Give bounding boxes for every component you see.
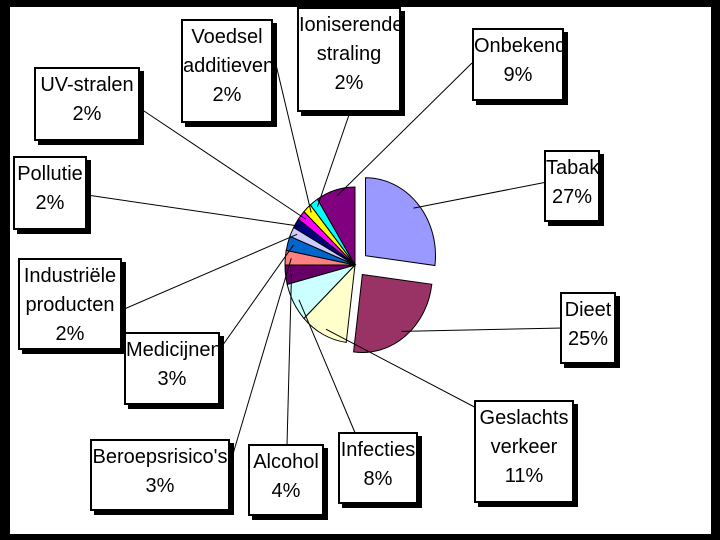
- leader-line: [229, 258, 292, 465]
- leader-line: [401, 327, 564, 332]
- data-label-alcohol: Alcohol 4%: [248, 444, 324, 516]
- data-label-medicijnen: Medicijnen 3%: [124, 332, 222, 405]
- leader-line: [298, 299, 357, 436]
- data-label-line: straling: [316, 43, 382, 65]
- leader-line: [86, 194, 302, 227]
- data-label-industri-le-producten: Industriële producten 2%: [18, 258, 122, 350]
- leader-line: [219, 244, 294, 350]
- data-label-line: Onbekend: [474, 35, 567, 57]
- data-label-line: 2%: [334, 72, 364, 94]
- data-label-line: Alcohol: [253, 451, 319, 473]
- leader-line: [316, 111, 351, 207]
- data-label-line: Beroepsrisico's: [92, 446, 228, 468]
- data-label-infecties: Infecties 8%: [338, 432, 418, 504]
- data-label-line: 3%: [145, 475, 175, 497]
- data-label-line: verkeer: [490, 436, 558, 458]
- data-label-line: 2%: [72, 103, 102, 125]
- slide: Tabak 27% Dieet 25% Geslachts verkeer 11% Infec…: [10, 7, 711, 534]
- data-label-line: Infecties: [340, 439, 416, 461]
- data-label-line: Ioniserende: [299, 14, 404, 36]
- leader-line: [325, 328, 485, 413]
- data-label-line: Pollutie: [17, 163, 83, 185]
- data-label-line: additieven: [183, 55, 275, 77]
- leader-line: [272, 51, 312, 213]
- data-label-line: UV-stralen: [40, 74, 134, 96]
- leader-line: [413, 181, 548, 209]
- data-label-line: Industriële: [23, 265, 117, 287]
- data-label-line: Dieet: [564, 299, 612, 321]
- leader-line: [286, 274, 293, 446]
- data-label-line: Geslachts: [479, 407, 569, 429]
- data-label-line: 11%: [504, 465, 544, 487]
- data-label-geslachts-verkeer: Geslachts verkeer 11%: [474, 400, 574, 503]
- pie-chart: [86, 51, 564, 465]
- data-label-line: Medicijnen: [126, 339, 222, 361]
- data-label-line: 3%: [157, 368, 187, 390]
- data-label-line: producten: [25, 294, 115, 316]
- leader-line: [121, 233, 298, 311]
- data-label-ioniserende-straling: Ioniserende straling 2%: [297, 7, 404, 112]
- data-label-pollutie: Pollutie 2%: [13, 156, 87, 230]
- data-label-line: Tabak: [546, 157, 600, 179]
- data-label-line: 2%: [55, 323, 85, 345]
- data-label-dieet: Dieet 25%: [560, 292, 616, 364]
- data-label-voedsel-additieven: Voedsel additieven 2%: [181, 19, 275, 123]
- data-label-line: 25%: [567, 328, 609, 350]
- data-label-uv-stralen: UV-stralen 2%: [34, 67, 140, 141]
- leader-line: [137, 106, 306, 220]
- pie-slice-dieet: [353, 273, 433, 353]
- data-label-line: Voedsel: [191, 26, 263, 48]
- data-label-onbekend: Onbekend 9%: [472, 28, 567, 101]
- data-label-beroepsrisico-s: Beroepsrisico's 3%: [90, 439, 230, 511]
- data-label-line: 4%: [271, 480, 301, 502]
- data-label-line: 2%: [35, 192, 65, 214]
- data-label-tabak: Tabak 27%: [544, 150, 600, 222]
- pie-slice-tabak: [365, 177, 436, 267]
- data-label-line: 2%: [212, 84, 242, 106]
- pie-slice-onbekend: [316, 186, 356, 267]
- data-label-line: 27%: [551, 186, 593, 208]
- leader-line: [336, 62, 473, 197]
- data-label-line: 8%: [363, 468, 393, 490]
- data-label-line: 9%: [503, 64, 533, 86]
